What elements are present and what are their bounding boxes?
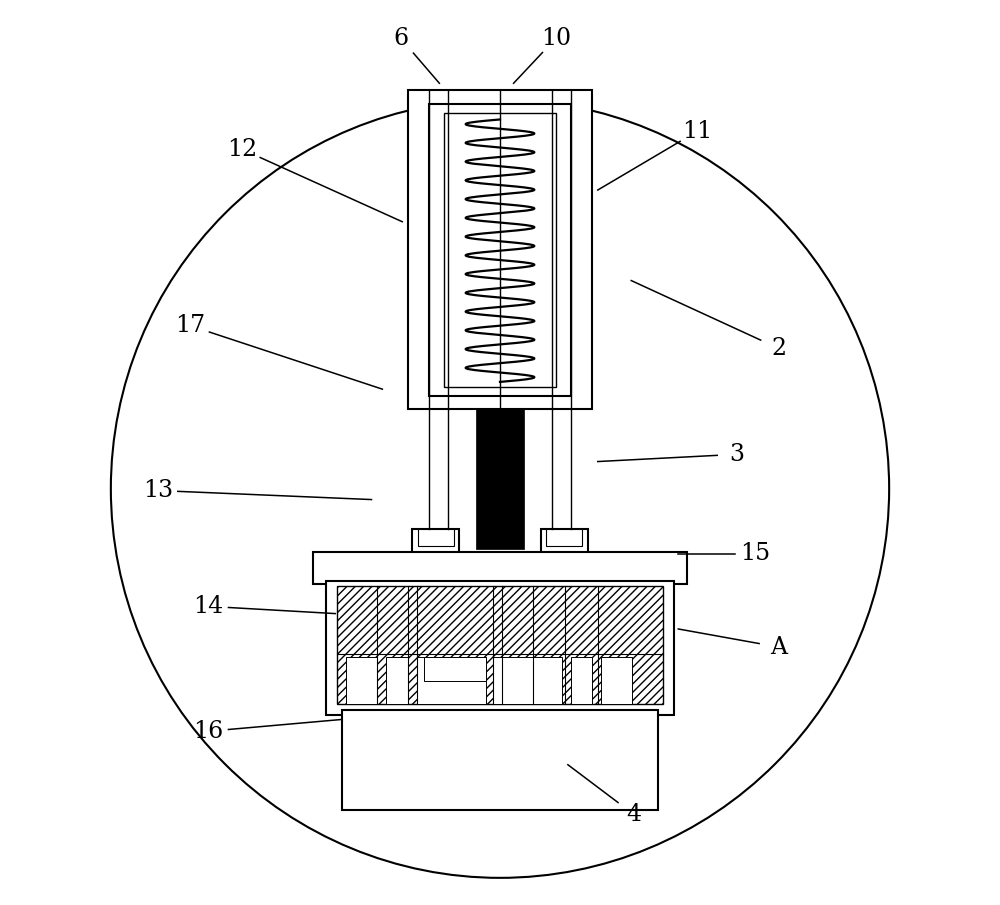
Bar xyxy=(418,529,454,546)
Bar xyxy=(313,552,687,584)
Bar xyxy=(429,104,571,396)
Bar xyxy=(571,657,592,704)
Bar xyxy=(412,529,459,557)
Bar xyxy=(386,657,408,704)
Text: 16: 16 xyxy=(193,719,224,743)
Text: 11: 11 xyxy=(682,119,712,143)
Bar xyxy=(326,581,674,715)
Bar xyxy=(346,657,377,704)
Text: 3: 3 xyxy=(730,443,745,466)
Text: 10: 10 xyxy=(541,26,571,50)
Text: 15: 15 xyxy=(740,542,770,566)
Bar xyxy=(408,90,592,409)
Text: 13: 13 xyxy=(143,479,173,502)
Bar xyxy=(424,657,486,681)
Text: A: A xyxy=(770,635,787,659)
Bar xyxy=(476,409,524,549)
Text: 12: 12 xyxy=(227,138,257,161)
Text: 14: 14 xyxy=(193,595,224,618)
Bar xyxy=(493,657,562,704)
Bar xyxy=(444,113,556,387)
Bar xyxy=(546,529,582,546)
Bar xyxy=(601,657,632,704)
Bar xyxy=(417,657,486,704)
Text: 17: 17 xyxy=(175,314,206,338)
Bar xyxy=(337,586,663,704)
Bar xyxy=(342,710,658,810)
Bar xyxy=(541,529,588,557)
Text: 2: 2 xyxy=(771,337,786,360)
Text: 4: 4 xyxy=(626,803,642,826)
Text: 6: 6 xyxy=(393,26,408,50)
